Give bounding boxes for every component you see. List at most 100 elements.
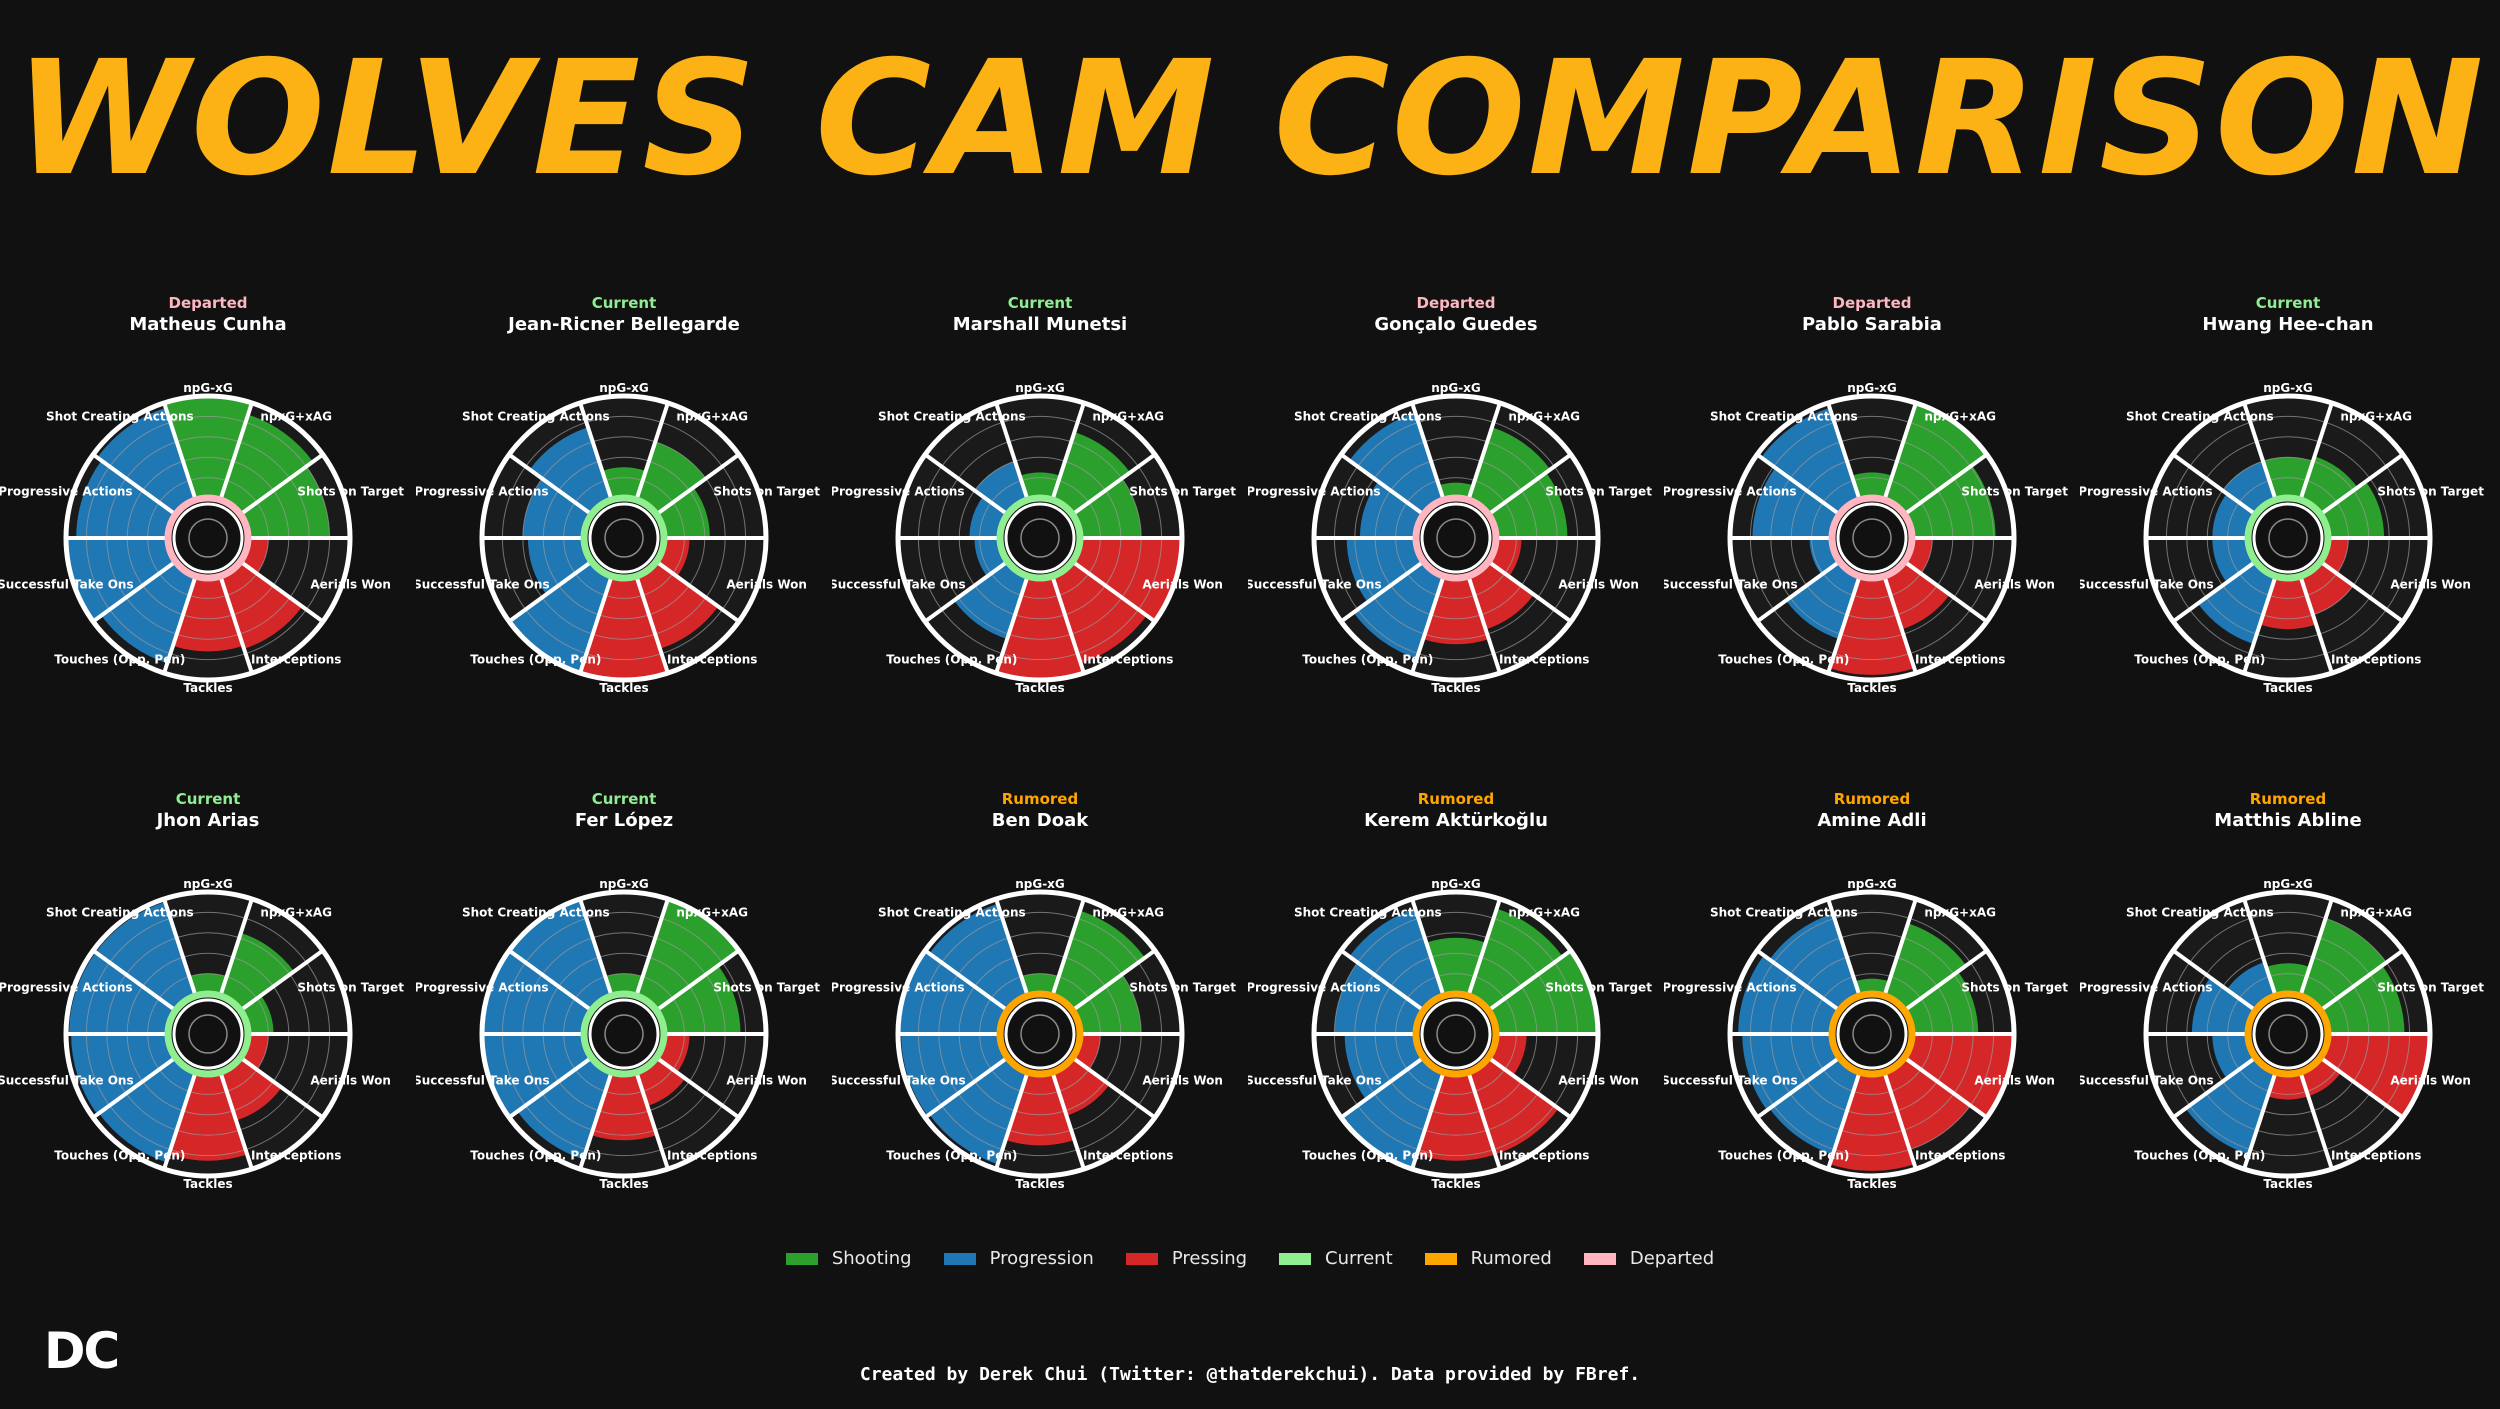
radar-wedge — [1884, 1057, 1971, 1150]
radar-wedge — [1884, 561, 1950, 630]
radar-spoke — [1755, 452, 1841, 517]
radar-wedge — [2263, 457, 2313, 500]
radar-wedge — [2300, 561, 2354, 615]
radar-spoke — [2242, 575, 2278, 674]
radar-spoke — [994, 898, 1030, 997]
metric-label: npxG+xAG — [260, 410, 332, 424]
legend-label: Pressing — [1171, 1248, 1248, 1269]
radar-spoke — [1466, 575, 1502, 674]
legend-swatch — [785, 1252, 818, 1265]
metric-label: Tackles — [183, 1177, 232, 1191]
legend-label: Shooting — [831, 1248, 912, 1269]
metric-label: npxG+xAG — [1508, 410, 1580, 424]
radar-spoke — [2171, 452, 2257, 517]
metric-label: Shot Creating Actions — [462, 906, 610, 920]
metric-label: Tackles — [1015, 681, 1064, 695]
radar-inner-ring — [1004, 502, 1076, 574]
radar-wedge — [954, 561, 1028, 640]
radar-spoke — [2298, 575, 2334, 674]
player-radar-panel: npG-xG npxG+xAG Shots on Target Aerials Won… — [832, 776, 1248, 1196]
radar-outer-ring — [479, 393, 769, 683]
radar-outer-ring — [2143, 393, 2433, 683]
metric-label: Successful Take Ons — [1664, 1073, 1798, 1087]
metric-label: Aerials Won — [1142, 1073, 1223, 1087]
radar-center-ring — [188, 518, 228, 558]
player-name: Matthis Abline — [2214, 810, 2362, 831]
radar-status-ring — [1828, 494, 1916, 582]
radar-spoke — [2242, 1071, 2278, 1170]
metric-label: Touches (Opp. Pen) — [2134, 652, 2265, 666]
radar-wedge — [2320, 1034, 2428, 1117]
radar-spoke — [239, 1055, 325, 1120]
player-status: Rumored — [1001, 790, 1079, 808]
radar-wedge — [1829, 576, 1915, 675]
radar-spoke — [923, 559, 1009, 624]
radar-wedge — [636, 441, 706, 515]
legend-swatch — [943, 1252, 976, 1265]
radar-spoke — [239, 452, 325, 517]
metric-label: Touches (Opp. Pen) — [54, 652, 185, 666]
dc-logo: DC — [44, 1322, 120, 1380]
radar-spoke — [1487, 452, 1573, 517]
metric-label: Aerials Won — [1142, 577, 1223, 591]
metric-label: Shots on Target — [1545, 981, 1652, 995]
radar-spoke — [2298, 402, 2334, 501]
radar-chart: npG-xG npxG+xAG Shots on Target Aerials Won… — [0, 877, 404, 1191]
radar-spoke — [1903, 1055, 1989, 1120]
metric-label: Aerials Won — [726, 577, 807, 591]
radar-status-ring — [164, 494, 252, 582]
radar-wedge — [97, 407, 196, 515]
radar-status-ring — [1412, 990, 1500, 1078]
radar-spoke — [162, 402, 198, 501]
metric-label: Shots on Target — [713, 485, 820, 499]
metric-label: Successful Take Ons — [1664, 577, 1798, 591]
metric-label: Shot Creating Actions — [2126, 906, 2274, 920]
radar-spoke — [218, 402, 254, 501]
player-status: Current — [591, 294, 657, 312]
radar-spoke — [1882, 1071, 1918, 1170]
radar-status-ring — [2244, 494, 2332, 582]
radar-spoke — [634, 402, 670, 501]
player-status: Rumored — [1417, 790, 1495, 808]
radar-wedge — [2222, 461, 2276, 515]
metric-label: npxG+xAG — [1508, 906, 1580, 920]
metric-label: Tackles — [1015, 1177, 1064, 1191]
metric-label: Touches (Opp. Pen) — [2134, 1148, 2265, 1162]
radar-spoke — [1339, 948, 1425, 1013]
radar-wedge — [656, 487, 710, 538]
radar-inner-ring — [1004, 998, 1076, 1070]
metric-label: Tackles — [1431, 681, 1480, 695]
player-name: Pablo Sarabia — [1802, 314, 1942, 335]
metric-label: Successful Take Ons — [416, 1073, 550, 1087]
radar-outer-ring — [895, 393, 1185, 683]
radar-wedge — [1072, 478, 1142, 538]
radar-spoke — [578, 402, 614, 501]
radar-wedge — [1904, 1034, 2012, 1117]
player-status: Departed — [1832, 294, 1912, 312]
radar-spoke — [634, 1071, 670, 1170]
radar-wedge — [220, 1057, 282, 1121]
metric-label: Shots on Target — [1961, 981, 2068, 995]
player-radar-panel: npG-xG npxG+xAG Shots on Target Aerials Won… — [2080, 776, 2496, 1196]
radar-wedge — [68, 538, 176, 621]
radar-chart: npG-xG npxG+xAG Shots on Target Aerials Won… — [832, 877, 1236, 1191]
radar-spoke — [1050, 575, 1086, 674]
radar-wedge — [636, 561, 719, 649]
radar-chart: npG-xG npxG+xAG Shots on Target Aerials Won… — [1664, 877, 2068, 1191]
radar-wedge — [1052, 1057, 1110, 1116]
radar-wedge — [1752, 467, 1840, 538]
radar-outer-ring — [1311, 393, 1601, 683]
radar-wedge — [1426, 937, 1486, 996]
player-name: Matheus Cunha — [129, 314, 287, 335]
radar-wedge — [929, 903, 1028, 1011]
radar-spoke — [1071, 452, 1157, 517]
metric-label: Tackles — [599, 681, 648, 695]
radar-spoke — [923, 1055, 1009, 1120]
player-name: Gonçalo Guedes — [1374, 314, 1538, 335]
metric-label: Touches (Opp. Pen) — [1302, 1148, 1433, 1162]
metric-label: Shots on Target — [1129, 485, 1236, 499]
metric-label: npG-xG — [2263, 381, 2313, 395]
radar-spoke — [994, 1071, 1030, 1170]
radar-center-ring — [1020, 1014, 1060, 1054]
